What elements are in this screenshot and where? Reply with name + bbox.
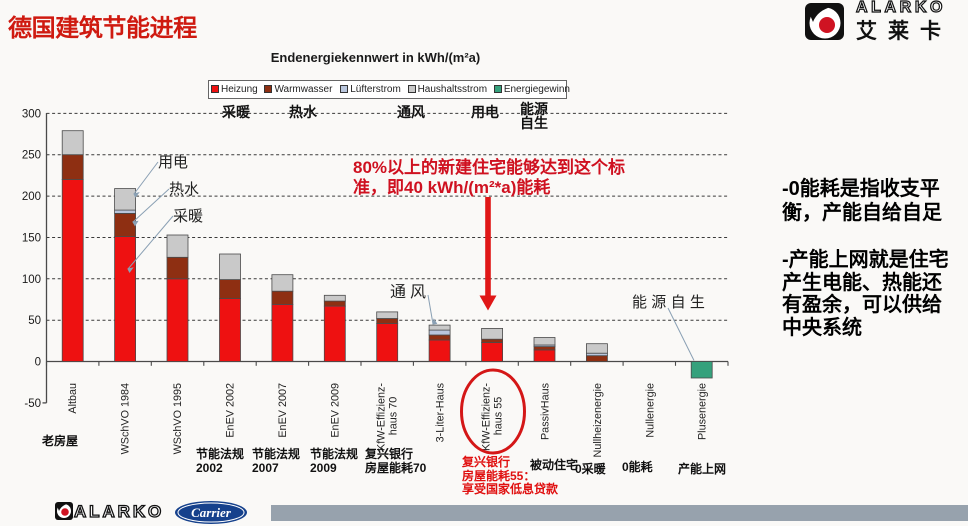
svg-text:Altbau: Altbau [67,383,79,414]
svg-text:300: 300 [22,108,41,120]
svg-text:PassivHaus: PassivHaus [540,382,552,440]
svg-text:250: 250 [22,150,41,162]
svg-text:WSchVO 1995: WSchVO 1995 [172,383,184,454]
svg-text:Nullenergie: Nullenergie [644,383,656,438]
svg-text:Carrier: Carrier [191,505,232,520]
svg-text:0: 0 [35,357,41,369]
svg-text:200: 200 [22,191,41,203]
svg-text:KfW-Effizienz-: KfW-Effizienz- [481,383,493,451]
svg-text:haus 70: haus 70 [388,397,400,435]
svg-text:EnEV 2002: EnEV 2002 [225,383,237,438]
svg-text:100: 100 [22,274,41,286]
svg-text:EnEV 2009: EnEV 2009 [329,383,341,438]
svg-text:KfW-Effizienz-: KfW-Effizienz- [376,383,388,451]
svg-text:Plusenergie: Plusenergie [697,383,709,440]
svg-text:150: 150 [22,233,41,245]
svg-text:50: 50 [28,315,41,327]
svg-text:haus 55: haus 55 [493,397,505,435]
svg-text:3-Liter-Haus: 3-Liter-Haus [435,382,447,442]
svg-text:WSchVO 1984: WSchVO 1984 [120,383,132,454]
svg-text:Nullheizenergie: Nullheizenergie [592,383,604,457]
svg-text:EnEV 2007: EnEV 2007 [277,383,289,438]
svg-text:-50: -50 [24,398,41,410]
